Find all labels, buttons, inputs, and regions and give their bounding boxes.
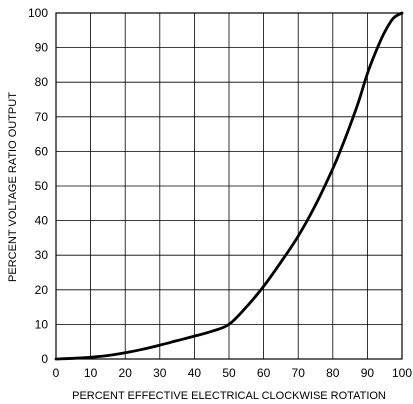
x-tick-label-4: 40 [188,366,202,380]
x-tick-label-5: 50 [222,366,236,380]
y-tick-label-10: 100 [28,6,48,20]
y-tick-label-5: 50 [35,179,49,193]
x-tick-label-0: 0 [53,366,60,380]
plot-border [55,12,403,360]
x-tick-label-6: 60 [257,366,271,380]
plot-frame [55,12,403,360]
x-axis-label: PERCENT EFFECTIVE ELECTRICAL CLOCKWISE R… [72,390,386,402]
x-tick-label-1: 10 [84,366,98,380]
y-tick-label-3: 30 [35,248,49,262]
y-tick-label-4: 40 [35,214,49,228]
y-tick-label-7: 70 [35,110,49,124]
series-line-0 [54,11,404,361]
x-axis-ticks: 0 10 20 30 40 50 60 70 80 90 100 [53,366,413,380]
x-tick-label-10: 100 [392,366,412,380]
y-tick-label-2: 20 [35,283,49,297]
x-tick-label-2: 20 [119,366,133,380]
y-tick-label-1: 10 [35,317,49,331]
x-tick-label-7: 70 [292,366,306,380]
y-tick-label-6: 60 [35,144,49,158]
grid [55,12,403,360]
x-tick-label-8: 80 [326,366,340,380]
x-tick-label-9: 90 [361,366,375,380]
x-tick-label-3: 30 [153,366,167,380]
y-tick-label-0: 0 [41,352,48,366]
y-axis-ticks: 0 10 20 30 40 50 60 70 80 90 100 [28,6,48,366]
series [54,11,404,361]
y-axis-label: PERCENT VOLTAGE RATIO OUTPUT [7,92,19,282]
y-tick-label-8: 80 [35,75,49,89]
y-tick-label-9: 90 [35,41,49,55]
